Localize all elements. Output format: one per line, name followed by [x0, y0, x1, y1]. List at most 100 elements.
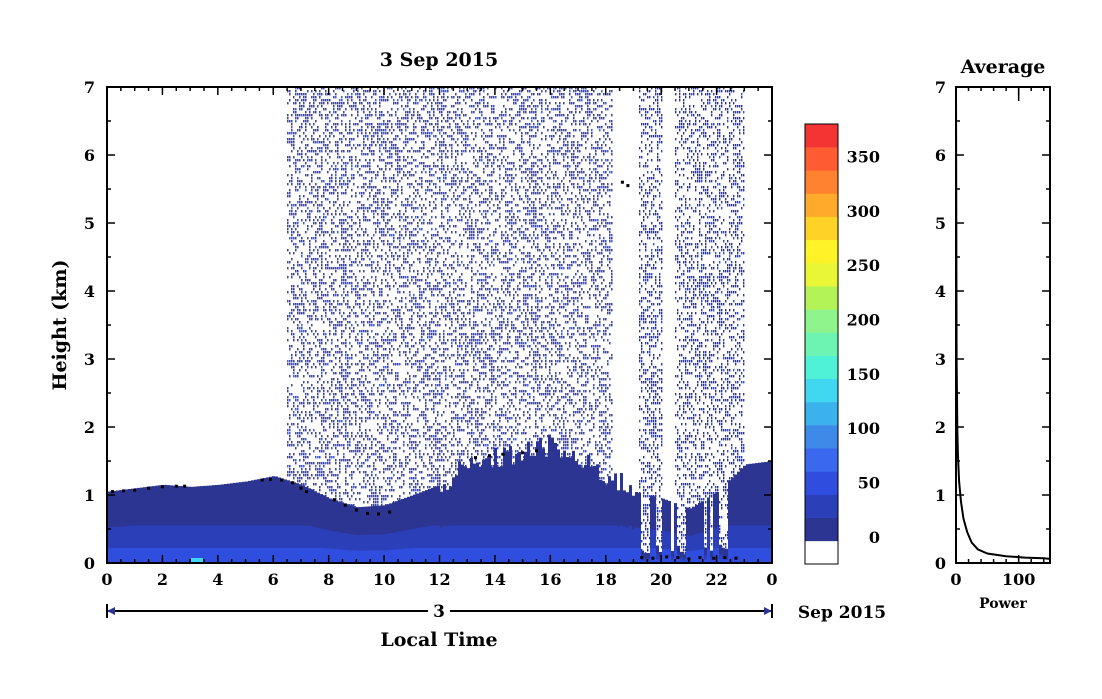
mixing-layer-point: [687, 557, 691, 561]
x-tick-label: 10: [373, 570, 395, 589]
colorbar-tick-label: 200: [847, 311, 880, 330]
mixing-layer-point: [698, 556, 702, 560]
boundary-layer-echo: [107, 434, 772, 563]
mixing-layer-point: [147, 486, 151, 490]
colorbar-cell: [805, 309, 838, 333]
colorbar-cell: [805, 540, 838, 565]
colorbar-cell: [805, 286, 838, 310]
x-tick-label: 4: [212, 570, 223, 589]
x-tick-label: 20: [650, 570, 672, 589]
average-y-tick-label: 5: [935, 214, 946, 233]
colorbar-cell: [805, 355, 838, 380]
mixing-layer-point: [305, 490, 308, 494]
colorbar-cell: [805, 262, 838, 287]
mixing-layer-point: [160, 485, 164, 489]
mixing-layer-point: [133, 488, 137, 492]
mixing-layer-point: [343, 503, 347, 507]
average-y-tick-labels: 0 1 2 3 4 5 6 7: [935, 78, 946, 573]
day-axis-left-arrow: [107, 607, 115, 615]
x-tick-label: 22: [705, 570, 727, 589]
x-tick-label: 8: [323, 570, 334, 589]
average-x-axis-label: Power: [979, 596, 1027, 612]
mixing-layer-point: [712, 556, 716, 560]
average-profile-chart: Average 0 1 2 3 4 5 6 7 0 100 Power: [935, 56, 1051, 612]
mixing-layer-point: [299, 486, 303, 490]
colorbar-cell: [805, 170, 838, 194]
x-tick-labels: 0 2 4 6 8 10 12 14 16 18 20 22 0: [101, 570, 777, 589]
x-tick-label: 6: [268, 570, 279, 589]
x-tick-label: 18: [595, 570, 617, 589]
y-tick-label: 4: [84, 282, 95, 301]
x-axis-label: Local Time: [380, 629, 497, 651]
x-tick-label: 16: [539, 570, 561, 589]
colorbar-cell: [805, 494, 838, 518]
colorbar-cell: [805, 425, 838, 449]
average-x-tick-labels: 0 100: [950, 570, 1035, 589]
average-y-tick-label: 2: [935, 418, 946, 437]
y-tick-label: 1: [84, 486, 95, 505]
colorbar-tick-label: 100: [847, 419, 880, 438]
y-tick-label: 6: [84, 146, 95, 165]
mixing-layer-point: [377, 512, 380, 516]
y-tick-labels: 0 1 2 3 4 5 6 7: [84, 78, 95, 573]
mixing-layer-point: [174, 484, 178, 488]
colorbar-frame: [804, 123, 839, 565]
mixing-layer-point: [332, 498, 336, 502]
mixing-layer-point: [626, 184, 630, 188]
y-tick-label: 2: [84, 418, 95, 437]
day-axis-right-arrow: [764, 607, 772, 615]
mixing-layer-point: [388, 510, 392, 514]
mixing-layer-point: [676, 556, 680, 560]
average-y-tick-label: 0: [935, 554, 946, 573]
x-tick-label: 2: [157, 570, 168, 589]
mixing-layer-point: [651, 556, 655, 560]
average-y-tick-label: 6: [935, 146, 946, 165]
height-time-heatmap: 3 Sep 2015 0 2 4 6 8 10 12 14 16 18 20 22 0 01234567…: [49, 49, 886, 651]
colorbar-tick-label: 50: [858, 474, 880, 493]
average-y-tick-label: 4: [935, 282, 946, 301]
sparse-echo-region: [639, 87, 663, 563]
month-year-label: Sep 2015: [798, 603, 886, 623]
average-frame: [955, 86, 1051, 564]
y-tick-label: 0: [84, 554, 95, 573]
average-y-tick-label: 7: [935, 78, 946, 97]
x-tick-label: 0: [101, 570, 112, 589]
y-tick-label: 7: [84, 78, 95, 97]
mixing-layer-point: [354, 508, 358, 512]
colorbar-cell: [805, 216, 838, 241]
mixing-layer-point: [501, 452, 505, 456]
day-axis: 3 Sep 2015: [106, 600, 886, 623]
mixing-layer-point: [122, 489, 126, 493]
colorbar-tick-labels: 0 50 100 150 200 250 300 350: [847, 148, 880, 547]
colorbar-cells: [805, 124, 838, 565]
colorbar-cell: [805, 239, 838, 264]
x-tick-label: 0: [766, 570, 777, 589]
average-y-tick-label: 3: [935, 350, 946, 369]
colorbar-cell: [805, 401, 838, 426]
mixing-layer-point: [111, 490, 114, 494]
y-tick-label: 3: [84, 350, 95, 369]
mixing-layer-point: [260, 478, 264, 482]
mixing-layer-point: [665, 555, 669, 559]
colorbar-tick-label: 150: [847, 365, 880, 384]
chart-title: 3 Sep 2015: [380, 49, 498, 71]
average-y-tick-label: 1: [935, 486, 946, 505]
colorbar-cell: [805, 448, 838, 472]
colorbar-cell: [805, 471, 838, 495]
colorbar-tick-label: 300: [847, 202, 880, 221]
y-axis-label: Height (km): [49, 260, 71, 391]
y-tick-label: 5: [84, 214, 95, 233]
axis-ticks: [106, 86, 773, 564]
mixing-layer-point: [640, 556, 644, 560]
colorbar-tick-label: 250: [847, 256, 880, 275]
mixing-layer-point: [535, 449, 538, 453]
colorbar-cell: [805, 332, 838, 356]
colorbar-cell: [805, 193, 838, 217]
colorbar: 0 50 100 150 200 250 300 350: [804, 123, 880, 565]
mixing-layer-point: [291, 481, 295, 485]
mixing-layer-markers: [111, 180, 738, 561]
average-title: Average: [960, 56, 1046, 78]
mixing-layer-point: [183, 484, 187, 488]
mixing-layer-point: [521, 451, 525, 455]
